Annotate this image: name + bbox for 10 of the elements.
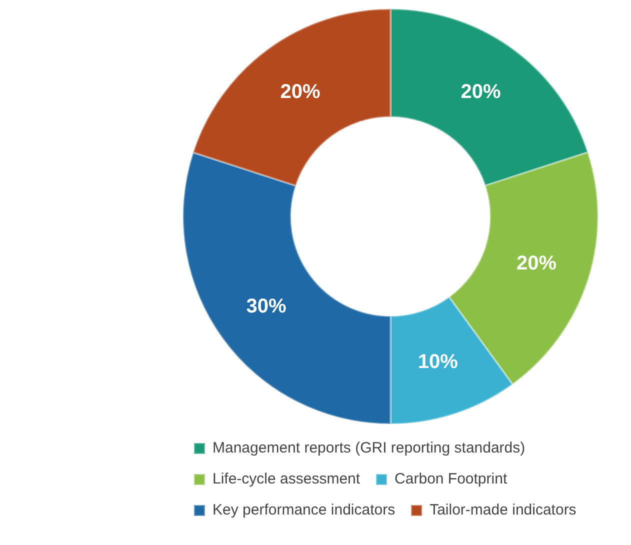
legend-label: Carbon Footprint: [394, 470, 508, 488]
legend-label: Key performance indicators: [212, 502, 396, 519]
legend-label: Life-cycle assessment: [212, 470, 361, 488]
data-label: 10%: [418, 351, 458, 374]
legend-label: Management reports (GRI reporting standards): [212, 440, 526, 457]
legend-label: Tailor-made indicators: [430, 502, 576, 519]
data-label: 20%: [516, 252, 557, 274]
data-label: 30%: [246, 295, 287, 318]
data-label: 20%: [280, 80, 320, 103]
data-label: 20%: [460, 80, 501, 103]
